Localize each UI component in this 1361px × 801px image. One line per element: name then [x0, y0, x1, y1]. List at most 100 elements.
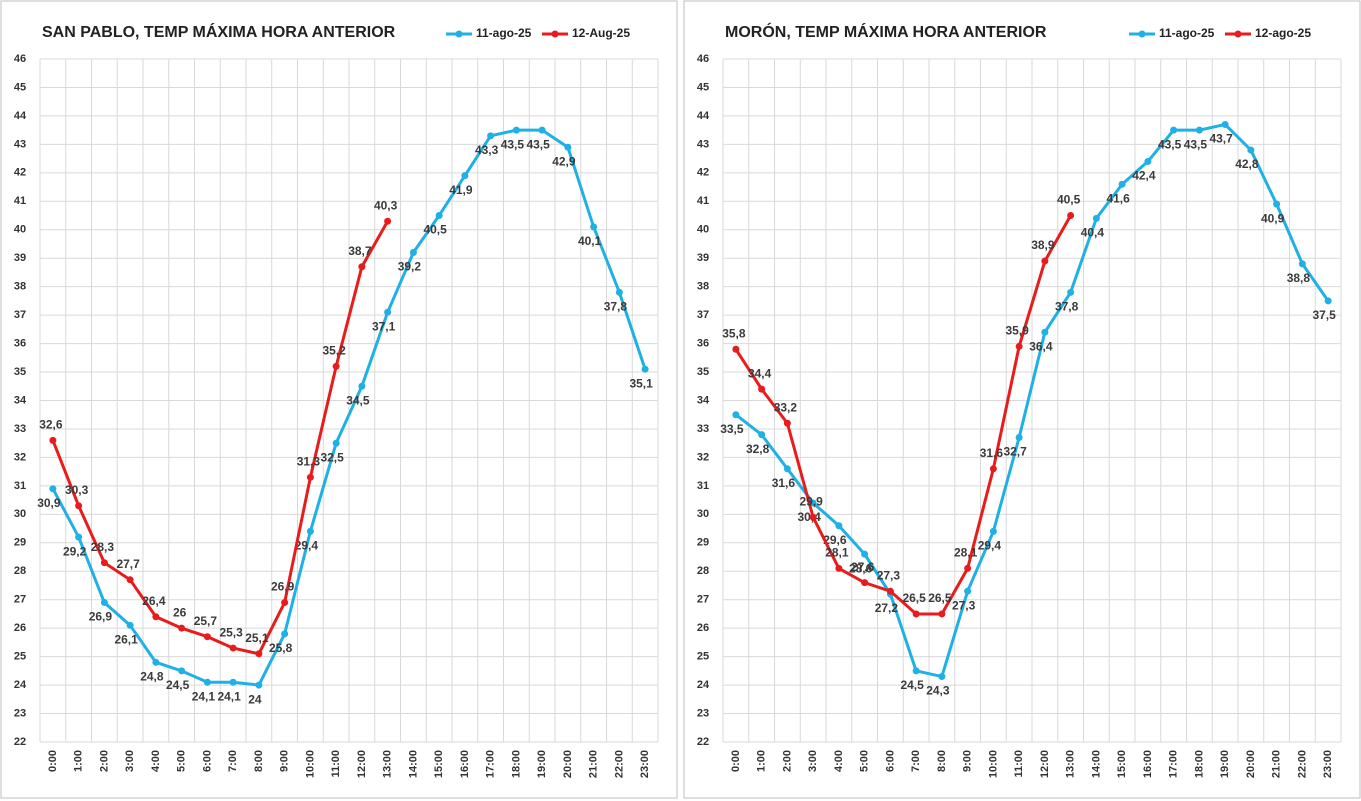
data-label: 43,5 — [1184, 137, 1208, 151]
data-label: 41,9 — [449, 183, 473, 197]
point — [1015, 342, 1023, 350]
x-tick-label: 2:00 — [781, 750, 793, 772]
y-tick-label: 38 — [14, 281, 26, 293]
y-tick-label: 38 — [697, 281, 709, 293]
data-label: 34,5 — [346, 393, 370, 407]
x-tick-label: 8:00 — [936, 750, 948, 772]
point — [1324, 297, 1332, 305]
data-label: 30,3 — [65, 483, 89, 497]
point — [809, 513, 817, 521]
data-label: 38,8 — [1287, 271, 1311, 285]
x-tick-label: 10:00 — [304, 750, 316, 778]
data-label: 40,5 — [423, 223, 447, 237]
y-tick-label: 36 — [697, 337, 709, 349]
y-tick-label: 40 — [14, 224, 26, 236]
data-label: 35,2 — [322, 344, 346, 358]
y-tick-label: 26 — [697, 622, 709, 634]
x-tick-label: 18:00 — [1193, 750, 1205, 778]
series-line — [734, 214, 1072, 616]
y-tick-label: 31 — [697, 480, 709, 492]
data-label: 30,9 — [37, 496, 61, 510]
data-label: 43,3 — [475, 143, 499, 157]
x-tick-label: 5:00 — [176, 750, 188, 772]
point — [332, 439, 340, 447]
x-tick-label: 15:00 — [1116, 750, 1128, 778]
point — [203, 678, 211, 686]
point — [732, 345, 740, 353]
x-tick-label: 15:00 — [433, 750, 445, 778]
x-tick-label: 14:00 — [407, 750, 419, 778]
data-label: 32,6 — [39, 418, 63, 432]
point — [512, 126, 520, 134]
data-label: 26,9 — [271, 580, 295, 594]
data-label: 31,6 — [772, 476, 796, 490]
point — [152, 658, 160, 666]
x-tick-label: 11:00 — [1013, 750, 1025, 778]
point — [732, 411, 740, 419]
point — [281, 599, 289, 607]
x-tick-label: 8:00 — [253, 750, 265, 772]
x-tick-label: 13:00 — [1065, 750, 1077, 778]
y-tick-label: 34 — [14, 394, 27, 406]
data-label: 43,7 — [1209, 132, 1233, 146]
point — [487, 132, 495, 140]
point — [152, 613, 160, 621]
point — [409, 249, 417, 257]
point — [1298, 260, 1306, 268]
data-label: 29,9 — [799, 494, 823, 508]
data-label: 26,9 — [89, 610, 113, 624]
y-tick-label: 40 — [697, 224, 709, 236]
y-tick-label: 37 — [14, 309, 26, 321]
point — [100, 559, 108, 567]
y-tick-label: 25 — [697, 651, 709, 663]
point — [886, 587, 894, 595]
point — [384, 217, 392, 225]
point — [100, 599, 108, 607]
y-tick-label: 28 — [697, 565, 709, 577]
point — [590, 223, 598, 231]
point — [1273, 200, 1281, 208]
y-tick-label: 43 — [697, 138, 709, 150]
x-tick-label: 23:00 — [1322, 750, 1334, 778]
x-tick-label: 1:00 — [756, 750, 768, 772]
data-label: 37,8 — [604, 300, 628, 314]
y-tick-label: 41 — [14, 195, 26, 207]
y-tick-label: 30 — [14, 508, 26, 520]
x-tick-label: 13:00 — [382, 750, 394, 778]
y-tick-label: 45 — [697, 81, 709, 93]
point — [1170, 126, 1178, 134]
point — [783, 465, 791, 473]
y-tick-label: 29 — [697, 537, 709, 549]
data-label: 39,2 — [398, 260, 422, 274]
point — [203, 633, 211, 641]
data-label: 35,8 — [722, 326, 746, 340]
data-label: 43,5 — [526, 137, 550, 151]
y-tick-label: 33 — [697, 423, 709, 435]
data-label: 42,4 — [1132, 169, 1156, 183]
point — [938, 610, 946, 618]
data-label: 27,6 — [851, 560, 875, 574]
y-tick-label: 26 — [14, 622, 26, 634]
y-tick-label: 35 — [697, 366, 709, 378]
data-label: 35,9 — [1005, 324, 1029, 338]
data-label: 28,6 — [849, 561, 873, 575]
point — [358, 382, 366, 390]
x-tick-label: 21:00 — [588, 750, 600, 778]
data-label: 26 — [173, 605, 187, 619]
data-label: 28,3 — [91, 540, 115, 554]
x-tick-label: 23:00 — [639, 750, 651, 778]
data-label: 42,8 — [1235, 157, 1259, 171]
point — [835, 522, 843, 530]
point — [384, 308, 392, 316]
x-tick-label: 22:00 — [1296, 750, 1308, 778]
point — [178, 667, 186, 675]
legend-label: 12-ago-25 — [1255, 26, 1311, 40]
data-label: 30,4 — [797, 510, 821, 524]
y-tick-label: 23 — [14, 707, 26, 719]
point — [912, 667, 920, 675]
y-tick-label: 32 — [697, 451, 709, 463]
point — [964, 587, 972, 595]
y-tick-label: 39 — [14, 252, 26, 264]
x-tick-label: 4:00 — [150, 750, 162, 772]
y-tick-label: 28 — [14, 565, 26, 577]
